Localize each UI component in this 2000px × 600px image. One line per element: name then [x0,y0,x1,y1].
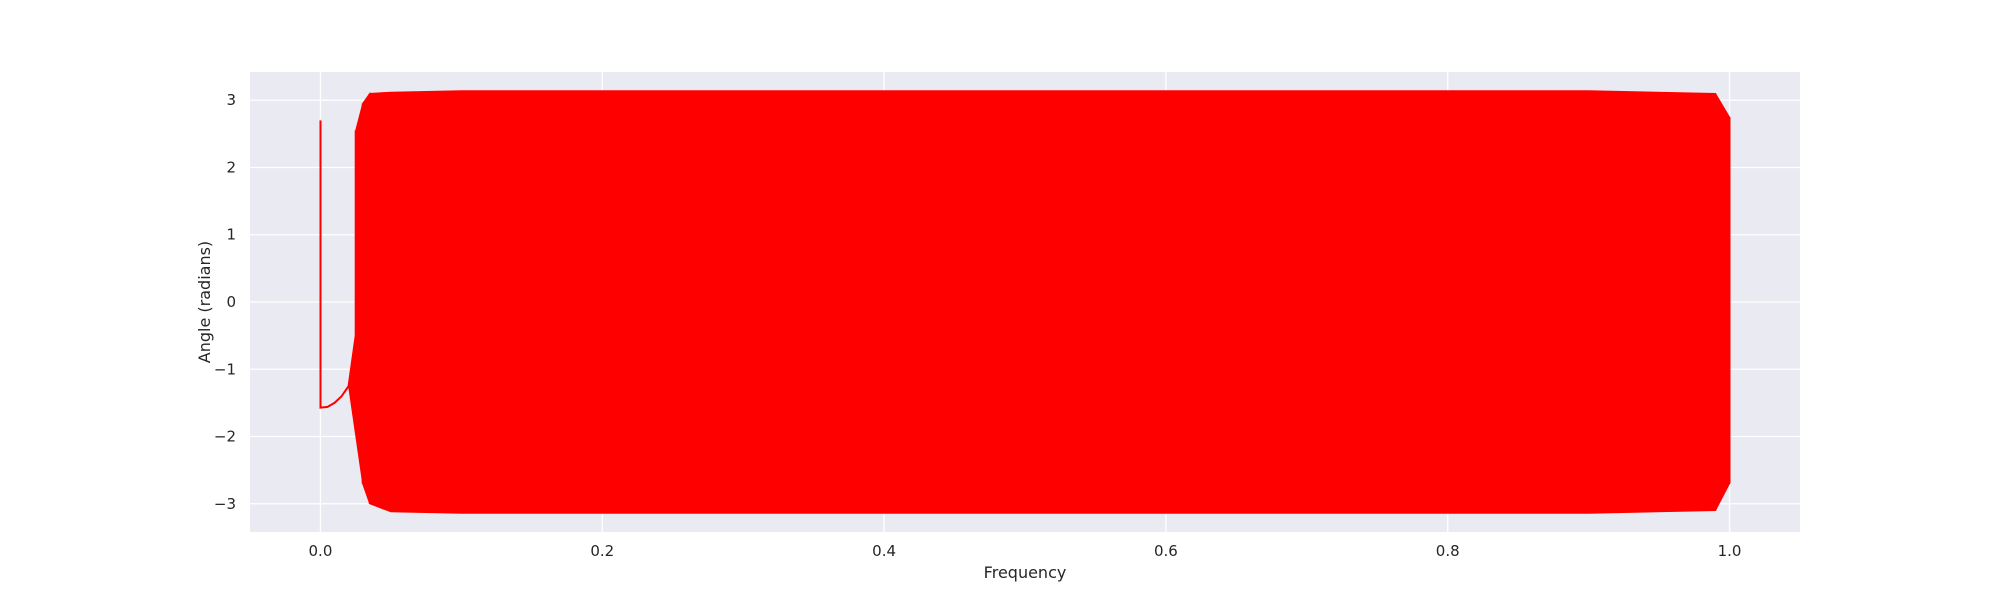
x-tick-label: 0.0 [309,542,333,560]
x-axis-label: Frequency [984,563,1067,582]
x-tick-labels: 0.0 0.2 0.4 0.6 0.8 1.0 [309,542,1742,560]
x-tick-label: 0.8 [1436,542,1460,560]
x-tick-label: 1.0 [1718,542,1742,560]
y-tick-labels: 3 2 1 0 −1 −2 −3 [214,91,236,513]
y-tick-label: 2 [226,158,236,176]
x-tick-label: 0.2 [590,542,614,560]
y-tick-label: 0 [226,293,236,311]
y-axis-label: Angle (radians) [195,241,214,363]
series-layer [319,90,1731,514]
x-tick-label: 0.4 [872,542,896,560]
x-tick-label: 0.6 [1154,542,1178,560]
y-tick-label: −2 [214,428,236,446]
y-tick-label: −3 [214,495,236,513]
series-transition [348,91,371,504]
y-tick-label: 1 [226,226,236,244]
series-envelope [362,90,1730,514]
y-tick-label: −1 [214,360,236,378]
y-tick-label: 3 [226,91,236,109]
